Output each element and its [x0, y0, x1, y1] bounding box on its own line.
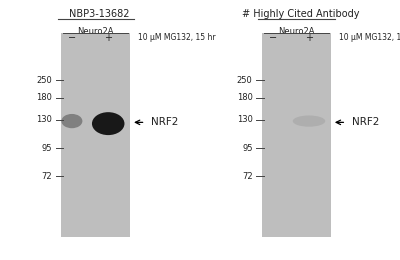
- Text: 180: 180: [36, 93, 52, 102]
- Text: 250: 250: [36, 76, 52, 85]
- Text: −: −: [68, 33, 76, 43]
- Text: Neuro2A: Neuro2A: [278, 27, 315, 36]
- Text: 130: 130: [36, 115, 52, 124]
- Text: 10 μM MG132, 15 hr: 10 μM MG132, 15 hr: [339, 33, 400, 42]
- Text: 250: 250: [237, 76, 252, 85]
- Text: 130: 130: [237, 115, 252, 124]
- Text: # Highly Cited Antibody: # Highly Cited Antibody: [242, 9, 359, 19]
- Text: NRF2: NRF2: [352, 117, 379, 127]
- Text: 72: 72: [41, 172, 52, 181]
- Text: 95: 95: [242, 144, 252, 153]
- Ellipse shape: [293, 115, 325, 127]
- Text: 72: 72: [242, 172, 252, 181]
- Ellipse shape: [61, 114, 82, 128]
- Text: −: −: [269, 33, 277, 43]
- Text: Neuro2A: Neuro2A: [78, 27, 114, 36]
- Text: 10 μM MG132, 15 hr: 10 μM MG132, 15 hr: [138, 33, 216, 42]
- Bar: [61, 33, 130, 237]
- Text: 95: 95: [41, 144, 52, 153]
- Text: NRF2: NRF2: [151, 117, 179, 127]
- Text: +: +: [305, 33, 313, 43]
- Ellipse shape: [92, 112, 124, 135]
- Text: NBP3-13682: NBP3-13682: [69, 9, 130, 19]
- Text: +: +: [104, 33, 112, 43]
- Bar: [262, 33, 331, 237]
- Text: 180: 180: [237, 93, 252, 102]
